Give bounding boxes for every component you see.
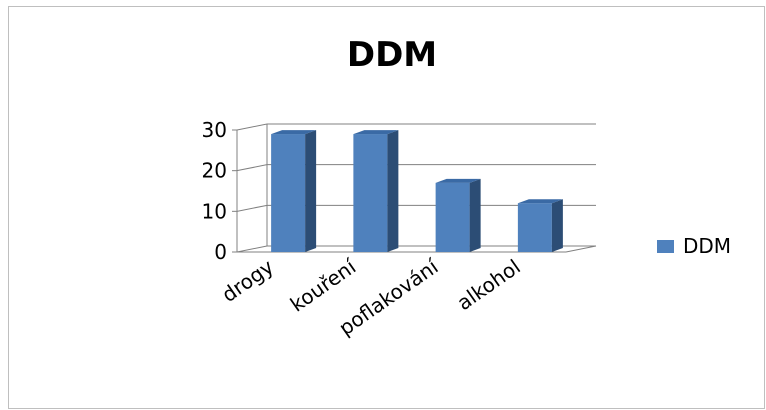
bar-front — [271, 134, 306, 252]
gridline-side — [236, 204, 268, 212]
bar-side — [305, 130, 317, 252]
legend: DDM — [657, 234, 731, 258]
bar-front — [435, 182, 470, 252]
bar-top — [517, 199, 563, 204]
bar-side — [469, 178, 481, 252]
bar-side — [387, 130, 399, 252]
bar — [353, 130, 399, 252]
bar — [435, 178, 481, 252]
bar-top — [271, 130, 317, 135]
value-axis: 0 10 20 30 — [202, 118, 597, 264]
bar-top — [353, 130, 399, 135]
y-tick-label: 0 — [214, 240, 227, 264]
legend-label: DDM — [683, 234, 731, 258]
legend-swatch — [657, 240, 674, 253]
floor-edge — [565, 245, 597, 253]
gridline-side — [236, 123, 268, 131]
bar-top — [435, 178, 481, 183]
gridline-side — [236, 245, 268, 253]
bar-side — [551, 199, 563, 252]
y-tick-label: 30 — [202, 118, 227, 142]
y-tick-label: 10 — [202, 199, 227, 223]
bar — [517, 199, 563, 252]
gridline-side — [236, 164, 268, 172]
bar-front — [517, 203, 552, 252]
y-tick-label: 20 — [202, 159, 227, 183]
bar — [271, 130, 317, 252]
bar-front — [353, 134, 388, 252]
bars — [271, 130, 563, 252]
chart-title: DDM — [347, 35, 437, 75]
